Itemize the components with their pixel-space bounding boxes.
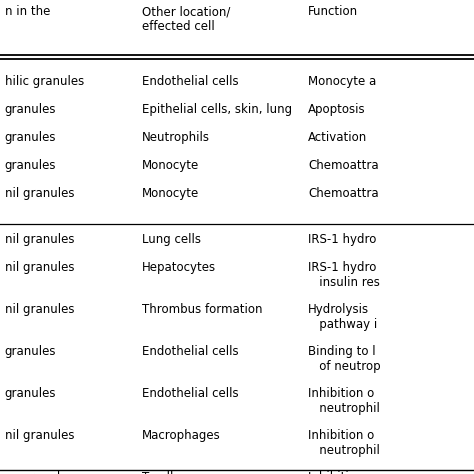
Text: Monocyte a: Monocyte a (308, 75, 376, 88)
Text: granules: granules (5, 159, 56, 172)
Text: Endothelial cells: Endothelial cells (142, 387, 239, 400)
Text: nil granules: nil granules (5, 187, 74, 200)
Text: Monocyte: Monocyte (142, 159, 200, 172)
Text: Hepatocytes: Hepatocytes (142, 261, 216, 274)
Text: Inhibition o: Inhibition o (308, 471, 374, 474)
Text: T cell: T cell (142, 471, 173, 474)
Text: Inhibition o
   neutrophil: Inhibition o neutrophil (308, 387, 380, 415)
Text: hilic granules: hilic granules (5, 75, 84, 88)
Text: Binding to l
   of neutrop: Binding to l of neutrop (308, 345, 381, 373)
Text: Thrombus formation: Thrombus formation (142, 303, 263, 316)
Text: Monocyte: Monocyte (142, 187, 200, 200)
Text: n in the: n in the (5, 5, 50, 18)
Text: granules: granules (5, 131, 56, 144)
Text: granules: granules (5, 387, 56, 400)
Text: Function: Function (308, 5, 358, 18)
Text: Apoptosis: Apoptosis (308, 103, 366, 116)
Text: Hydrolysis
   pathway i: Hydrolysis pathway i (308, 303, 377, 331)
Text: IRS-1 hydro
   insulin res: IRS-1 hydro insulin res (308, 261, 380, 289)
Text: granules: granules (5, 345, 56, 358)
Text: nil granules: nil granules (5, 261, 74, 274)
Text: Other location/
effected cell: Other location/ effected cell (142, 5, 230, 33)
Text: Endothelial cells: Endothelial cells (142, 75, 239, 88)
Text: Neutrophils: Neutrophils (142, 131, 210, 144)
Text: granules: granules (5, 103, 56, 116)
Text: Endothelial cells: Endothelial cells (142, 345, 239, 358)
Text: Epithelial cells, skin, lung: Epithelial cells, skin, lung (142, 103, 292, 116)
Text: nil granules: nil granules (5, 429, 74, 442)
Text: IRS-1 hydro: IRS-1 hydro (308, 233, 376, 246)
Text: nil granules: nil granules (5, 233, 74, 246)
Text: Macrophages: Macrophages (142, 429, 221, 442)
Text: Chemoattra: Chemoattra (308, 187, 379, 200)
Text: Lung cells: Lung cells (142, 233, 201, 246)
Text: Activation: Activation (308, 131, 367, 144)
Text: nil granules: nil granules (5, 303, 74, 316)
Text: Inhibition o
   neutrophil: Inhibition o neutrophil (308, 429, 380, 457)
Text: se granules: se granules (5, 471, 73, 474)
Text: Chemoattra: Chemoattra (308, 159, 379, 172)
